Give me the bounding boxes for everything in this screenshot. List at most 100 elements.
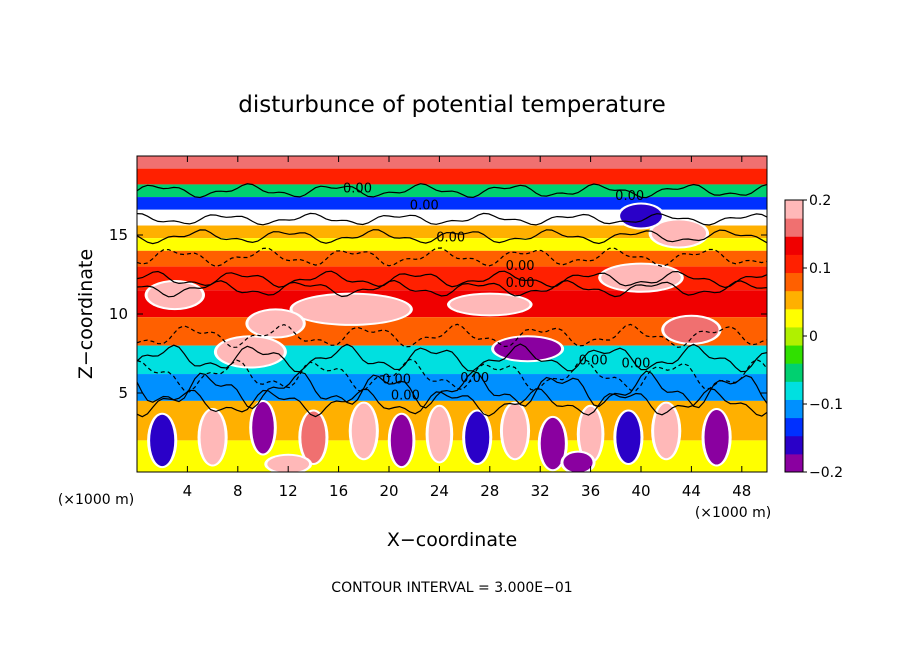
anomaly-12 (301, 411, 326, 463)
band-12 (137, 374, 767, 401)
contour-label-7: 0.00 (621, 357, 650, 372)
contour-line-7 (137, 343, 767, 373)
anomaly-7 (216, 337, 284, 367)
anomaly-19 (579, 406, 602, 462)
x-axis-label: X−coordinate (387, 529, 517, 551)
colorbar-tick-label-0: 0.2 (809, 193, 831, 209)
colorbar-swatch-9 (785, 290, 803, 310)
band-3 (137, 197, 767, 210)
colorbar-swatch-0 (785, 453, 803, 472)
anomaly-22 (704, 409, 729, 465)
x-tick-label-11: 48 (732, 482, 751, 500)
anomaly-0 (292, 294, 410, 324)
band-6 (137, 238, 767, 251)
anomaly-1 (248, 310, 303, 337)
anomaly-20 (616, 411, 641, 463)
contour-label-8: 0.00 (382, 373, 411, 388)
y-tick-label-0: 5 (118, 384, 128, 402)
x-unit-label-left: (×1000 m) (58, 492, 134, 508)
anomaly-11 (252, 402, 274, 454)
colorbar-tick-label-2: 0 (809, 329, 818, 345)
anomaly-9 (664, 316, 719, 343)
contour-label-9: 0.00 (460, 371, 489, 386)
contour-line-8 (137, 358, 767, 393)
colorbar-swatch-13 (785, 218, 803, 237)
colorbar-swatch-7 (785, 326, 803, 346)
x-tick-label-2: 12 (279, 482, 298, 500)
anomaly-10 (200, 409, 225, 465)
colorbar-swatch-3 (785, 399, 803, 419)
x-tick-label-4: 20 (379, 482, 398, 500)
colorbar-swatch-1 (785, 435, 803, 455)
band-4 (137, 209, 767, 226)
y-axis-ticks: 5 10 15 (109, 226, 767, 402)
x-tick-label-1: 8 (233, 482, 243, 500)
contour-label-6: 0.00 (579, 354, 608, 369)
contour-line-3 (137, 247, 767, 268)
colorbar-swatch-2 (785, 417, 803, 437)
colorbar: 0.2 0.1 0 −0.1 −0.2 (784, 193, 843, 481)
contour-interval-note: CONTOUR INTERVAL = 3.000E−01 (331, 580, 572, 596)
contour-line-4 (137, 270, 767, 289)
colorbar-swatch-8 (785, 308, 803, 328)
colorbar-swatch-5 (785, 363, 803, 382)
anomaly-2 (450, 294, 530, 315)
contour-label-3: 0.00 (436, 230, 465, 245)
colorbar-swatch-6 (785, 345, 803, 364)
colorbar-swatch-12 (785, 236, 803, 255)
x-tick-label-3: 16 (329, 482, 348, 500)
band-5 (137, 225, 767, 239)
x-unit-label-right: (×1000 m) (695, 505, 771, 521)
anomaly-15 (428, 406, 451, 462)
y-tick-label-2: 15 (109, 226, 128, 244)
anomaly-5 (620, 204, 662, 228)
x-tick-label-9: 40 (631, 482, 650, 500)
contour-line-1 (137, 212, 767, 226)
x-tick-label-10: 44 (682, 482, 701, 500)
contour-label-1: 0.00 (410, 199, 439, 214)
anomaly-23 (150, 414, 175, 467)
x-tick-label-7: 32 (531, 482, 550, 500)
x-tick-label-0: 4 (183, 482, 193, 500)
band-1 (137, 168, 767, 185)
x-tick-label-8: 36 (581, 482, 600, 500)
y-axis-label: Z−coordinate (75, 249, 97, 379)
colorbar-tick-label-4: −0.2 (809, 465, 843, 481)
contour-line-9 (137, 370, 767, 410)
contour-label-2: 0.00 (615, 189, 644, 204)
colorbar-swatch-11 (785, 254, 803, 274)
colorbar-tick-label-1: 0.1 (809, 261, 831, 277)
anomaly-18 (540, 417, 565, 470)
x-tick-label-6: 28 (480, 482, 499, 500)
contour-line-10 (137, 387, 767, 418)
band-0 (137, 156, 767, 169)
colorbar-tick-label-3: −0.1 (809, 397, 843, 413)
colorbar-swatch-4 (785, 381, 803, 400)
colorbar-swatch-14 (785, 200, 803, 219)
anomaly-24 (563, 452, 593, 472)
color-anomalies (144, 202, 732, 472)
anomaly-17 (502, 403, 528, 459)
band-7 (137, 250, 767, 267)
x-tick-label-5: 24 (430, 482, 449, 500)
colorbar-swatch-10 (785, 272, 803, 292)
contour-label-5: 0.00 (506, 276, 535, 291)
colorbar-ticks: 0.2 0.1 0 −0.1 −0.2 (803, 193, 843, 481)
y-tick-label-1: 10 (109, 305, 128, 323)
contour-lines (137, 183, 767, 418)
anomaly-14 (390, 414, 413, 467)
anomaly-25 (267, 455, 310, 472)
contour-label-4: 0.00 (506, 259, 535, 274)
contour-label-0: 0.00 (343, 181, 372, 196)
anomaly-3 (601, 264, 681, 291)
contour-line-2 (137, 229, 767, 245)
x-axis-ticks: 4 8 12 16 20 24 28 32 36 40 44 48 (183, 156, 751, 500)
plot-area: 0.00 0.00 0.00 0.00 0.00 0.00 0.00 0.00 0.00 0.00… (137, 156, 767, 472)
contour-line-0 (137, 183, 767, 199)
contour-line-5 (137, 279, 767, 298)
contour-line-6 (137, 323, 767, 349)
contour-labels: 0.00 0.00 0.00 0.00 0.00 0.00 0.00 0.00 0.00 0.00… (343, 181, 650, 403)
anomaly-13 (351, 403, 376, 459)
anomaly-21 (654, 403, 679, 459)
anomaly-16 (465, 411, 490, 463)
